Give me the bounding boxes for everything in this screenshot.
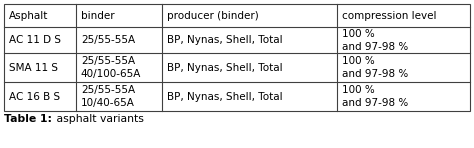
Text: BP, Nynas, Shell, Total: BP, Nynas, Shell, Total [167, 92, 283, 102]
Text: AC 16 B S: AC 16 B S [9, 92, 60, 102]
Text: BP, Nynas, Shell, Total: BP, Nynas, Shell, Total [167, 35, 283, 45]
Text: producer (binder): producer (binder) [167, 11, 259, 21]
Text: Table 1:: Table 1: [4, 114, 52, 124]
Text: 100 %
and 97-98 %: 100 % and 97-98 % [342, 85, 408, 108]
Text: 100 %
and 97-98 %: 100 % and 97-98 % [342, 56, 408, 79]
Text: AC 11 D S: AC 11 D S [9, 35, 61, 45]
Bar [4, 4, 470, 111]
Text: 100 %
and 97-98 %: 100 % and 97-98 % [342, 29, 408, 52]
Text: binder: binder [81, 11, 114, 21]
Text: 25/55-55A
40/100-65A: 25/55-55A 40/100-65A [81, 56, 141, 79]
Text: 25/55-55A: 25/55-55A [81, 35, 135, 45]
Text: SMA 11 S: SMA 11 S [9, 63, 57, 73]
Text: Asphalt: Asphalt [9, 11, 48, 21]
Text: BP, Nynas, Shell, Total: BP, Nynas, Shell, Total [167, 63, 283, 73]
Text: compression level: compression level [342, 11, 437, 21]
Text: asphalt variants: asphalt variants [53, 114, 144, 124]
Text: 25/55-55A
10/40-65A: 25/55-55A 10/40-65A [81, 85, 135, 108]
